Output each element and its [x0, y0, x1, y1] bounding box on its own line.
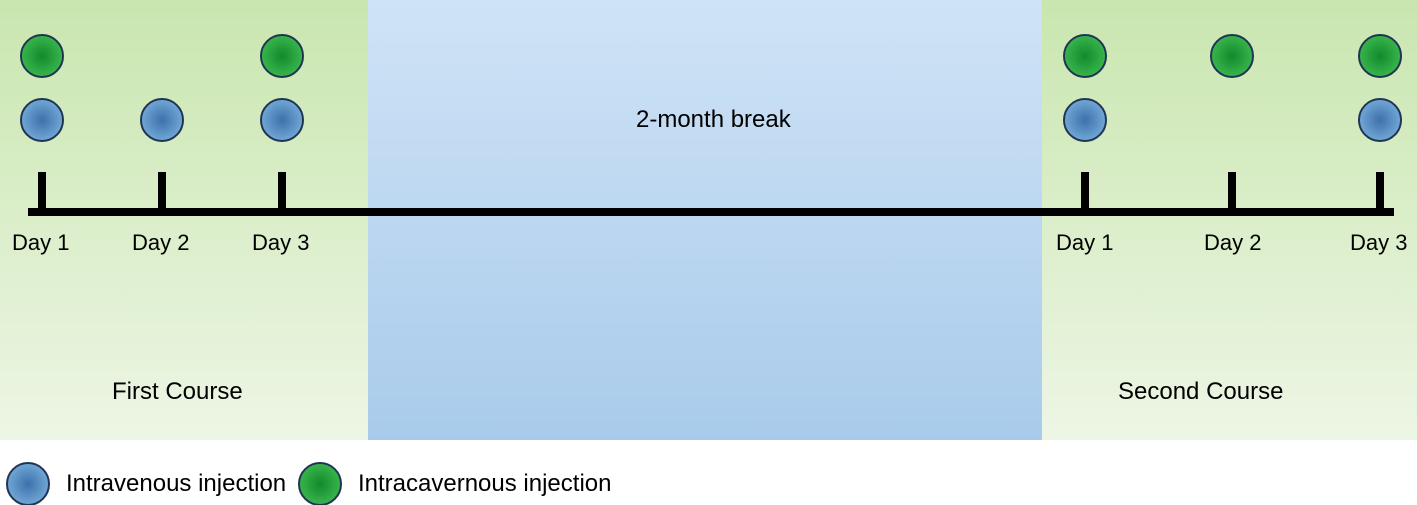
- second-course-day3-intravenous-dot: [1358, 98, 1402, 142]
- diagram-stage: Day 1 Day 2 Day 3 Day 1 Day 2 Day 3 First Cour…: [0, 0, 1417, 505]
- panel-break: [368, 0, 1042, 440]
- legend-blue-dot: [6, 462, 50, 505]
- second-course-title: Second Course: [1118, 378, 1283, 406]
- second-course-day3-label: Day 3: [1350, 230, 1407, 256]
- first-course-day2-label: Day 2: [132, 230, 189, 256]
- first-course-day1-intracavernous-dot: [20, 34, 64, 78]
- second-course-day2-intracavernous-dot: [1210, 34, 1254, 78]
- first-course-day2-intravenous-dot: [140, 98, 184, 142]
- first-course-day3-intravenous-dot: [260, 98, 304, 142]
- second-course-day1-intravenous-dot: [1063, 98, 1107, 142]
- first-course-day1-intravenous-dot: [20, 98, 64, 142]
- legend-green-dot: [298, 462, 342, 505]
- second-course-day2-label: Day 2: [1204, 230, 1261, 256]
- second-course-day1-label: Day 1: [1056, 230, 1113, 256]
- legend-green-label: Intracavernous injection: [358, 470, 611, 498]
- second-course-day3-intracavernous-dot: [1358, 34, 1402, 78]
- legend-blue-label: Intravenous injection: [66, 470, 286, 498]
- first-course-day3-label: Day 3: [252, 230, 309, 256]
- break-label: 2-month break: [636, 106, 791, 134]
- second-course-day1-intracavernous-dot: [1063, 34, 1107, 78]
- first-course-day1-label: Day 1: [12, 230, 69, 256]
- first-course-title: First Course: [112, 378, 243, 406]
- first-course-day3-intracavernous-dot: [260, 34, 304, 78]
